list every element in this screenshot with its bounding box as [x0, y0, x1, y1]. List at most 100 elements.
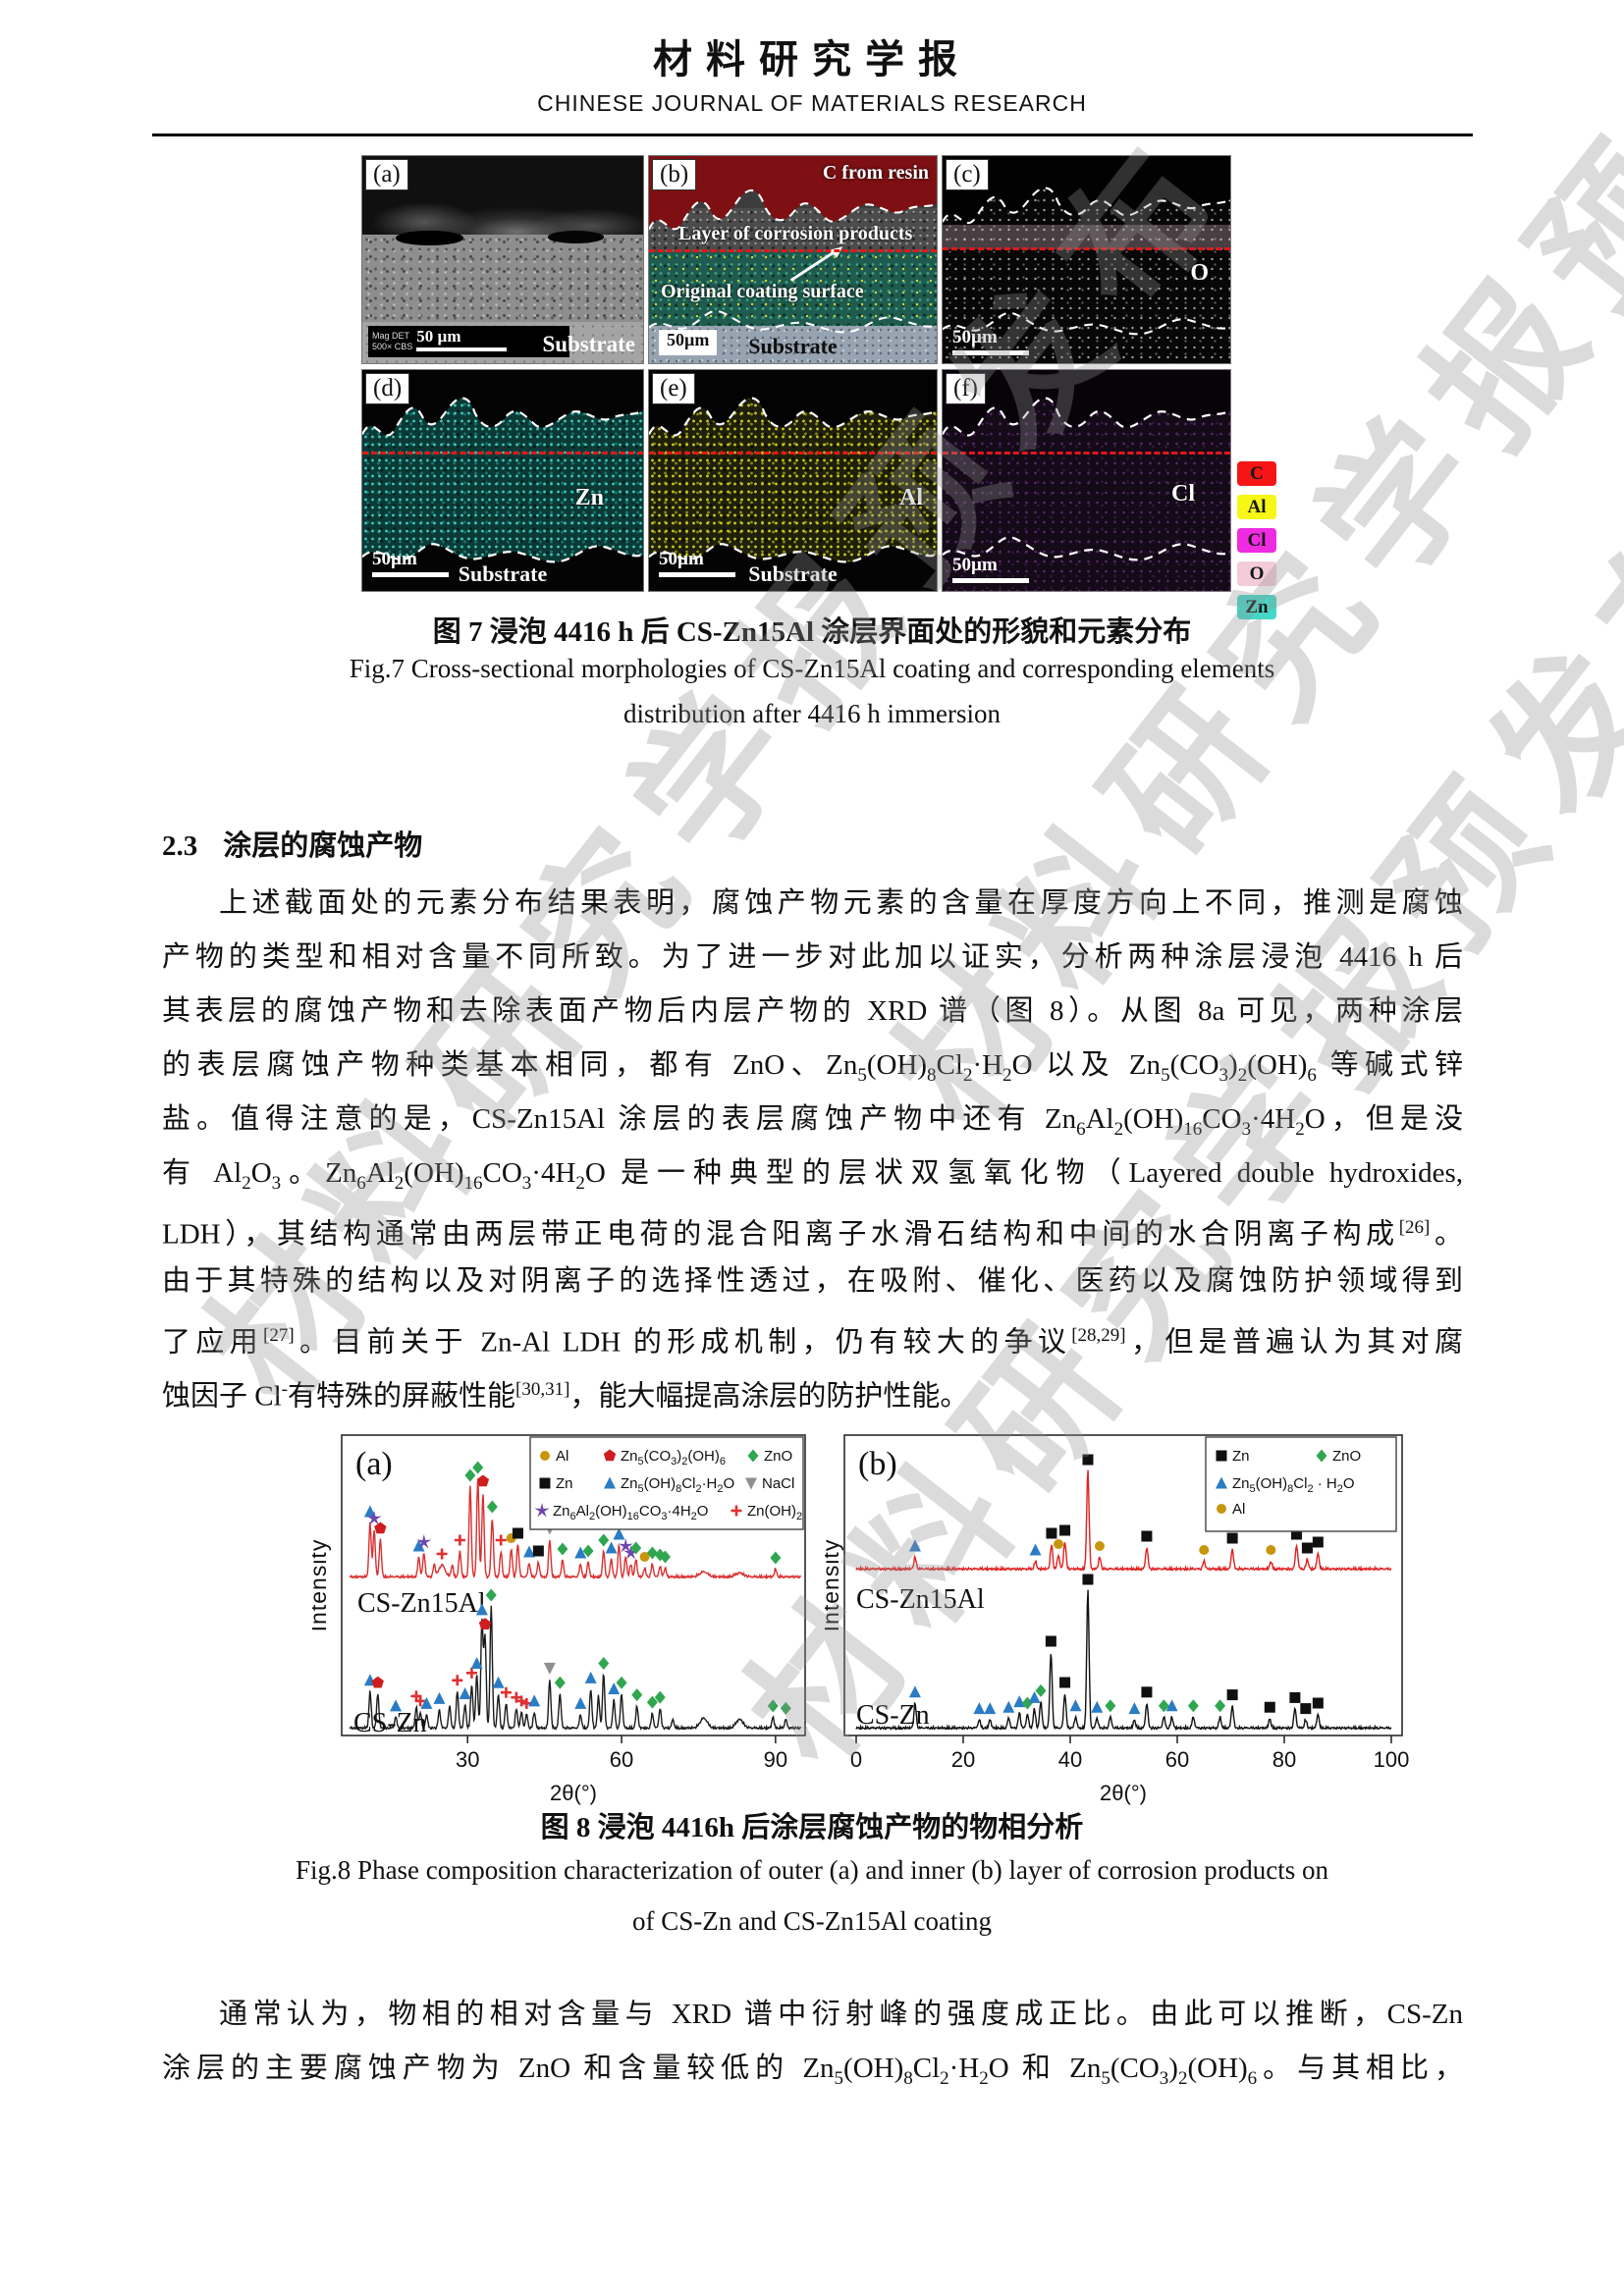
- panel-c-tag: (c): [946, 159, 989, 190]
- svg-text:Al: Al: [556, 1448, 568, 1465]
- coating-zone: [649, 251, 937, 331]
- scalebar: 50µm: [952, 327, 1029, 355]
- xrd-plot-b: 0 20 40 60 80 100 2θ(°) Intensity (b) CS-Zn15Al CS…: [818, 1423, 1414, 1813]
- scalebar-label: 50µm: [372, 549, 417, 569]
- text-line: LDH），其结构通常由两层带正电荷的混合阳离子水滑石结构和中间的水合阴离子构成[…: [162, 1217, 1463, 1251]
- panel-f-overlay: [943, 370, 1230, 561]
- svg-text:CS-Zn15Al: CS-Zn15Al: [856, 1584, 985, 1615]
- substrate-label: Substrate: [748, 334, 838, 358]
- svg-text:CS-Zn15Al: CS-Zn15Al: [357, 1588, 486, 1619]
- text-line: 蚀因子 Cl-有特殊的屏蔽性能[30,31]，能大幅提高涂层的防护性能。: [162, 1379, 969, 1413]
- fig7-panel-f: (f) Cl 50µm: [942, 369, 1231, 592]
- o-rich-band: [943, 224, 1230, 249]
- panel-b-tag: (b): [652, 159, 697, 190]
- fig7-panel-e: (e) Al 50µm Substrate: [648, 369, 938, 592]
- svg-text:(b): (b): [858, 1446, 897, 1482]
- element-chip-Cl: Cl: [1237, 528, 1276, 553]
- scalebar: [416, 347, 508, 351]
- svg-text:Zn5​(CO3​)2​(OH)6​: Zn5​(CO3​)2​(OH)6​: [621, 1448, 726, 1468]
- svg-text:ZnO: ZnO: [1332, 1448, 1361, 1465]
- figure7: (a) Mag DET 500× CBS 50 µm Substrate: [361, 155, 1231, 597]
- text-line: 盐。值得注意的是，CS-Zn15Al 涂层的表层腐蚀产物中还有 Zn6Al2(O…: [162, 1103, 1463, 1140]
- element-chip-C: C: [1237, 461, 1276, 486]
- sem-meta-1: Mag DET: [372, 331, 410, 341]
- substrate-label: Substrate: [542, 332, 635, 356]
- fig7-caption-cn: 图 7 浸泡 4416 h 后 CS-Zn15Al 涂层界面处的形貌和元素分布: [432, 616, 1192, 648]
- fig7-panel-a: (a) Mag DET 500× CBS 50 µm Substrate: [361, 155, 644, 364]
- header-rule: [152, 133, 1473, 136]
- sem-coating-zone: [362, 235, 643, 326]
- panel-d-overlay: [362, 370, 643, 591]
- panel-a-tag: (a): [365, 159, 408, 190]
- scalebar-label: 50 µm: [416, 327, 461, 346]
- journal-title-cn: 材料研究学报: [653, 37, 971, 81]
- fig8-caption-cn: 图 8 浸泡 4416h 后涂层腐蚀产物的物相分析: [540, 1812, 1084, 1843]
- sem-pit: [547, 230, 604, 243]
- fig8-caption-en1: Fig.8 Phase composition characterization…: [296, 1855, 1328, 1885]
- text-line: 了应用[27]。目前关于 Zn-Al LDH 的形成机制，仍有较大的争议[28,…: [162, 1325, 1463, 1359]
- coating-surface-line: [362, 452, 643, 455]
- substrate-label: Substrate: [748, 561, 838, 586]
- svg-text:ZnO: ZnO: [764, 1448, 792, 1465]
- coating-surface-line: [943, 246, 1230, 250]
- text-line: 产物的类型和相对含量不同所致。为了进一步对此加以证实，分析两种涂层浸泡 4416…: [162, 941, 1463, 973]
- panel-e-tag: (e): [652, 373, 695, 404]
- text-line: 有 Al2O3。Zn6Al2(OH)16CO3·4H2O 是一种典型的层状双氢氧…: [162, 1157, 1463, 1194]
- text-line: 由于其特殊的结构以及对阴离子的选择性透过，在吸附、催化、医药以及腐蚀防护领域得到: [162, 1265, 1463, 1297]
- svg-text:30: 30: [456, 1747, 479, 1772]
- element-label-Zn: Zn: [574, 485, 604, 510]
- journal-title-en: CHINESE JOURNAL OF MATERIALS RESEARCH: [537, 90, 1087, 116]
- coating-surface-line: [943, 452, 1230, 455]
- element-chip-O: O: [1237, 561, 1276, 586]
- coating-surface-line: [649, 248, 937, 252]
- text-line: 的表层腐蚀产物种类基本相同，都有 ZnO、Zn5(OH)8Cl2·H2O 以及 …: [162, 1049, 1463, 1086]
- svg-text:0: 0: [850, 1747, 862, 1772]
- text-line: 涂层的主要腐蚀产物为 ZnO 和含量较低的 Zn5(OH)8Cl2·H2O 和 …: [162, 2053, 1463, 2089]
- svg-text:NaCl: NaCl: [762, 1475, 794, 1492]
- section-title: 涂层的腐蚀产物: [223, 830, 423, 862]
- svg-text:Zn5​(OH)8​Cl2​ · H2​O: Zn5​(OH)8​Cl2​ · H2​O: [1232, 1475, 1355, 1495]
- element-label-Cl: Cl: [1171, 480, 1195, 507]
- fig7-panel-b: (b) C from resin Layer of corrosion prod…: [648, 155, 938, 364]
- text-line: 其表层的腐蚀产物和去除表面产物后内层产物的 XRD 谱（图 8）。从图 8a 可…: [162, 995, 1463, 1027]
- panel-c-overlay: [943, 156, 1230, 336]
- fig7-caption-en1: Fig.7 Cross-sectional morphologies of CS…: [349, 654, 1275, 683]
- svg-text:Zn: Zn: [1232, 1448, 1250, 1465]
- svg-text:Zn: Zn: [556, 1475, 573, 1492]
- scalebar-label: 50µm: [952, 327, 998, 347]
- sem-info-strip: Mag DET 500× CBS 50 µm: [368, 326, 569, 357]
- element-chip-Zn: Zn: [1237, 595, 1276, 619]
- scalebar-label: 50µm: [952, 555, 998, 575]
- element-chip-Al: Al: [1237, 495, 1276, 519]
- text-line: 上述截面处的元素分布结果表明，腐蚀产物元素的含量在厚度方向上不同，推测是腐蚀: [219, 887, 1463, 919]
- element-label-O: O: [1190, 259, 1209, 286]
- scalebar-label: 50µm: [659, 330, 718, 355]
- paragraph-1: 上述截面处的元素分布结果表明，腐蚀产物元素的含量在厚度方向上不同，推测是腐蚀产物…: [162, 877, 1463, 1416]
- fig7-element-legend: C Al Cl O Zn: [1237, 461, 1280, 628]
- corrosion-label: Layer of corrosion products: [678, 222, 913, 244]
- text-line: 通常认为，物相的相对含量与 XRD 谱中衍射峰的强度成正比。由此可以推断，CS-…: [219, 1999, 1463, 2030]
- resin-label: C from resin: [822, 162, 929, 184]
- svg-text:100: 100: [1374, 1747, 1410, 1772]
- svg-text:Zn5​(OH)8​Cl2​·H2​O: Zn5​(OH)8​Cl2​·H2​O: [621, 1475, 734, 1495]
- svg-text:60: 60: [1165, 1747, 1189, 1772]
- section-number: 2.3: [162, 830, 198, 862]
- svg-text:Zn(OH)2​: Zn(OH)2​: [747, 1503, 802, 1522]
- sem-meta-2: 500× CBS: [372, 342, 413, 351]
- scalebar: 50µm: [952, 555, 1029, 583]
- svg-text:Intensity: Intensity: [825, 1539, 843, 1632]
- sem-resin-zone: [362, 156, 643, 240]
- svg-text:(a): (a): [355, 1446, 393, 1482]
- fig7-panel-d: (d) Zn 50µm Substrate: [361, 369, 644, 592]
- panel-d-tag: (d): [365, 373, 410, 404]
- scalebar: 50µm: [659, 549, 735, 577]
- svg-text:90: 90: [764, 1747, 787, 1772]
- svg-text:2θ(°): 2θ(°): [550, 1781, 597, 1805]
- coating-surface-line: [649, 452, 937, 455]
- svg-text:Intensity: Intensity: [312, 1539, 331, 1632]
- scalebar-label: 50µm: [659, 549, 704, 569]
- sem-pit: [396, 230, 463, 245]
- svg-text:Zn6​Al2​(OH)16​CO3​·4H2​O: Zn6​Al2​(OH)16​CO3​·4H2​O: [553, 1503, 708, 1522]
- element-label-Al: Al: [899, 485, 923, 510]
